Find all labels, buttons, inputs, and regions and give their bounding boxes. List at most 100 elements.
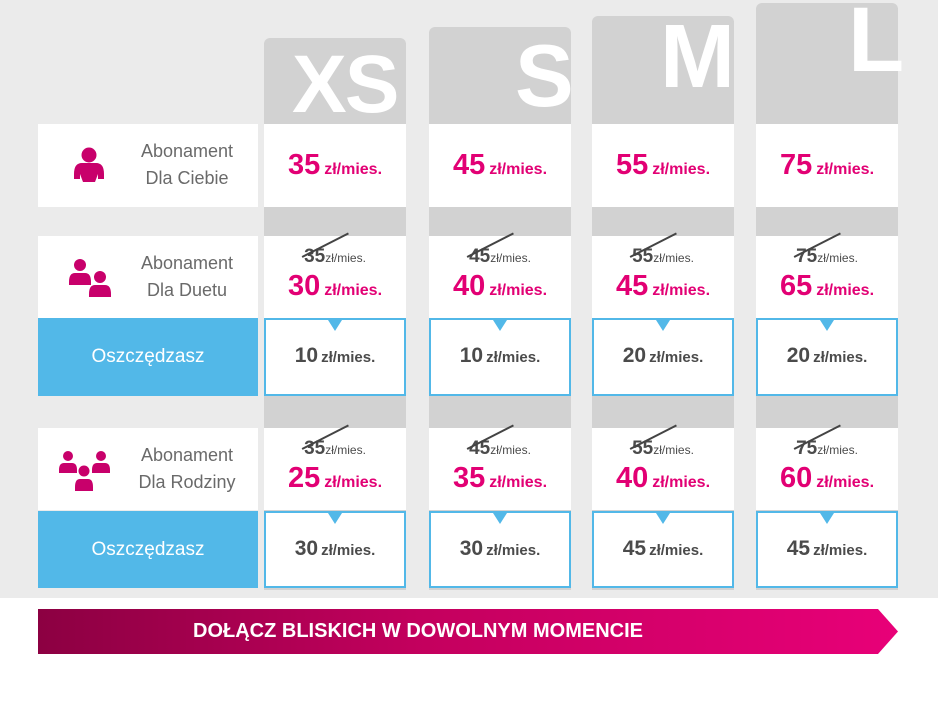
savings-label-duet: Oszczędzasz bbox=[38, 318, 258, 396]
savings-cell-rodzina-s: 30 zł/mies. bbox=[429, 511, 571, 588]
price-cell-rodzina-l: 75 zł/mies. 60 zł/mies. bbox=[756, 424, 898, 510]
savings-value: 10 bbox=[294, 344, 319, 367]
savings-value: 30 bbox=[459, 537, 484, 560]
savings-value: 20 bbox=[786, 344, 811, 367]
savings-unit: zł/mies. bbox=[321, 542, 376, 559]
row-title-line2: Dla Duetu bbox=[146, 280, 228, 300]
down-arrow-icon bbox=[493, 320, 507, 331]
price-value: 55 bbox=[615, 149, 649, 181]
old-price-unit: zł/mies. bbox=[653, 251, 694, 265]
old-price-value: 35 bbox=[301, 232, 349, 267]
row-title-line2: Dla Ciebie bbox=[145, 168, 229, 188]
size-label-xs: XS bbox=[292, 39, 399, 130]
size-label-s: S bbox=[515, 26, 574, 125]
family-icon bbox=[59, 451, 110, 491]
price-unit: zł/mies. bbox=[324, 474, 383, 491]
old-price-unit: zł/mies. bbox=[490, 251, 531, 265]
price-cell-rodzina-s: 45 zł/mies. 35 zł/mies. bbox=[429, 424, 571, 510]
price-cell-ciebie-l: 75 zł/mies. bbox=[756, 124, 898, 207]
price-unit: zł/mies. bbox=[324, 161, 383, 178]
price-cell-rodzina-m: 55 zł/mies. 40 zł/mies. bbox=[592, 424, 734, 510]
price-cell-duet-s: 45 zł/mies. 40 zł/mies. bbox=[429, 232, 571, 318]
price-cell-duet-m: 55 zł/mies. 45 zł/mies. bbox=[592, 232, 734, 318]
row-title-line1: Abonament bbox=[140, 253, 234, 273]
price-unit: zł/mies. bbox=[489, 282, 548, 299]
price-cell-ciebie-m: 55 zł/mies. bbox=[592, 124, 734, 207]
size-label-l: L bbox=[848, 0, 904, 91]
price-value: 60 bbox=[779, 462, 813, 494]
price-unit: zł/mies. bbox=[816, 282, 875, 299]
price-unit: zł/mies. bbox=[816, 161, 875, 178]
savings-cell-duet-m: 20 zł/mies. bbox=[592, 318, 734, 396]
old-price-unit: zł/mies. bbox=[325, 443, 366, 457]
savings-value: 45 bbox=[622, 537, 647, 560]
price-value: 30 bbox=[287, 270, 321, 302]
old-price-unit: zł/mies. bbox=[325, 251, 366, 265]
row-title-line1: Abonament bbox=[140, 445, 234, 465]
savings-label-rodzina: Oszczędzasz bbox=[38, 511, 258, 588]
join-family-banner[interactable]: DOŁĄCZ BLISKICH W DOWOLNYM MOMENCIE bbox=[38, 609, 898, 654]
price-unit: zł/mies. bbox=[489, 474, 548, 491]
savings-unit: zł/mies. bbox=[813, 349, 868, 366]
old-price-unit: zł/mies. bbox=[817, 443, 858, 457]
row-label-rodzina: Abonament Dla Rodziny bbox=[38, 428, 258, 510]
old-price-value: 55 bbox=[629, 232, 677, 267]
savings-cell-rodzina-l: 45 zł/mies. bbox=[756, 511, 898, 588]
savings-unit: zł/mies. bbox=[486, 542, 541, 559]
price-unit: zł/mies. bbox=[652, 474, 711, 491]
two-persons-icon bbox=[69, 259, 111, 297]
old-price-unit: zł/mies. bbox=[817, 251, 858, 265]
old-price-unit: zł/mies. bbox=[490, 443, 531, 457]
savings-value: 20 bbox=[622, 344, 647, 367]
savings-unit: zł/mies. bbox=[321, 349, 376, 366]
price-cell-ciebie-s: 45 zł/mies. bbox=[429, 124, 571, 207]
savings-unit: zł/mies. bbox=[813, 542, 868, 559]
price-cell-duet-xs: 35 zł/mies. 30 zł/mies. bbox=[264, 232, 406, 318]
price-unit: zł/mies. bbox=[324, 282, 383, 299]
row-label-ciebie: Abonament Dla Ciebie bbox=[38, 124, 258, 207]
size-label-m: M bbox=[660, 7, 735, 107]
price-cell-duet-l: 75 zł/mies. 65 zł/mies. bbox=[756, 232, 898, 318]
down-arrow-icon bbox=[493, 513, 507, 524]
old-price-value: 75 bbox=[793, 232, 841, 267]
price-value: 45 bbox=[452, 149, 486, 181]
old-price-value: 45 bbox=[466, 424, 514, 459]
old-price-value: 45 bbox=[466, 232, 514, 267]
price-value: 40 bbox=[615, 462, 649, 494]
savings-value: 10 bbox=[459, 344, 484, 367]
price-cell-ciebie-xs: 35 zł/mies. bbox=[264, 124, 406, 207]
old-price-unit: zł/mies. bbox=[653, 443, 694, 457]
row-title-line2: Dla Rodziny bbox=[138, 472, 236, 492]
price-unit: zł/mies. bbox=[652, 161, 711, 178]
person-icon bbox=[74, 147, 104, 182]
old-price-value: 35 bbox=[301, 424, 349, 459]
old-price-value: 75 bbox=[793, 424, 841, 459]
savings-unit: zł/mies. bbox=[649, 542, 704, 559]
savings-unit: zł/mies. bbox=[486, 349, 541, 366]
price-value: 40 bbox=[452, 270, 486, 302]
down-arrow-icon bbox=[328, 513, 342, 524]
price-value: 75 bbox=[779, 149, 813, 181]
savings-cell-rodzina-xs: 30 zł/mies. bbox=[264, 511, 406, 588]
savings-cell-rodzina-m: 45 zł/mies. bbox=[592, 511, 734, 588]
savings-value: 30 bbox=[294, 537, 319, 560]
down-arrow-icon bbox=[820, 513, 834, 524]
savings-cell-duet-xs: 10 zł/mies. bbox=[264, 318, 406, 396]
down-arrow-icon bbox=[656, 513, 670, 524]
price-value: 35 bbox=[287, 149, 321, 181]
row-title-line1: Abonament bbox=[140, 141, 234, 161]
down-arrow-icon bbox=[820, 320, 834, 331]
banner-arrow-shape bbox=[38, 609, 898, 654]
price-cell-rodzina-xs: 35 zł/mies. 25 zł/mies. bbox=[264, 424, 406, 510]
savings-unit: zł/mies. bbox=[649, 349, 704, 366]
price-unit: zł/mies. bbox=[489, 161, 548, 178]
savings-cell-duet-l: 20 zł/mies. bbox=[756, 318, 898, 396]
price-value: 45 bbox=[615, 270, 649, 302]
price-value: 65 bbox=[779, 270, 813, 302]
savings-cell-duet-s: 10 zł/mies. bbox=[429, 318, 571, 396]
down-arrow-icon bbox=[656, 320, 670, 331]
price-unit: zł/mies. bbox=[816, 474, 875, 491]
price-unit: zł/mies. bbox=[652, 282, 711, 299]
price-value: 25 bbox=[287, 462, 321, 494]
row-label-duet: Abonament Dla Duetu bbox=[38, 236, 258, 318]
